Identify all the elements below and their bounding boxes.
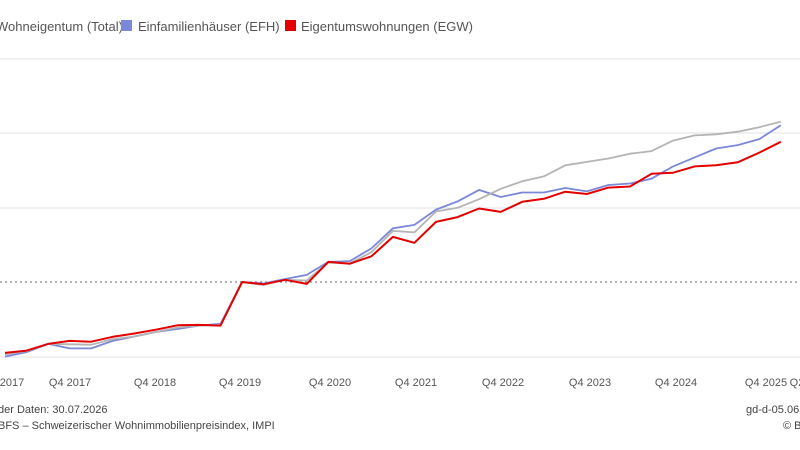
grid <box>0 58 800 358</box>
chart-footer: der Daten: 30.07.2026 BFS – Schweizerisc… <box>0 404 800 432</box>
x-tick-label: Q4 2021 <box>395 377 437 389</box>
x-tick-label: 2017 <box>0 377 24 389</box>
data-date: der Daten: 30.07.2026 <box>0 404 107 416</box>
x-tick-label: Q4 2018 <box>134 377 176 389</box>
legend-label-efh[interactable]: Einfamilienhäuser (EFH) <box>138 19 280 34</box>
legend-swatch-efh[interactable] <box>121 20 132 31</box>
chart-legend: Wohneigentum (Total) Einfamilienhäuser (… <box>0 19 473 34</box>
chart-code: gd-d-05.06.0 <box>746 404 800 416</box>
x-tick-label: Q4 2019 <box>219 377 261 389</box>
legend-label-egw[interactable]: Eigentumswohnungen (EGW) <box>301 19 473 34</box>
series-line-total[interactable] <box>4 120 782 356</box>
x-tick-label: Q4 2025 <box>745 377 787 389</box>
x-axis-ticks: 2017 Q4 2017 Q4 2018 Q4 2019 Q4 2020 Q4 2021 Q… <box>0 377 800 389</box>
series-layer <box>4 120 782 358</box>
x-tick-label: Q4 2020 <box>309 377 351 389</box>
source-label: BFS – Schweizerischer Wohnimmobilienprei… <box>0 420 275 432</box>
x-tick-label: Q2 <box>790 377 800 389</box>
x-tick-label: Q4 2017 <box>49 377 91 389</box>
x-tick-label: Q4 2022 <box>482 377 524 389</box>
series-line-efh[interactable] <box>4 124 782 358</box>
legend-swatch-egw[interactable] <box>285 20 296 31</box>
series-line-egw[interactable] <box>4 140 782 354</box>
x-tick-label: Q4 2024 <box>655 377 697 389</box>
legend-label-total: Wohneigentum (Total) <box>0 19 123 34</box>
copyright: © B <box>783 420 800 432</box>
x-tick-label: Q4 2023 <box>569 377 611 389</box>
